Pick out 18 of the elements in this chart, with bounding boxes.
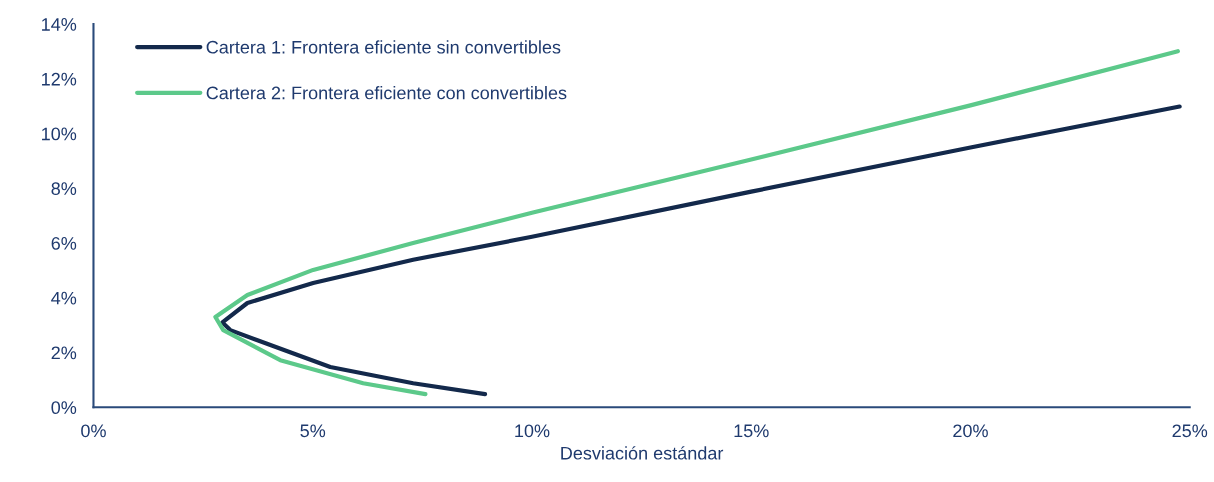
x-tick-label: 0%: [81, 424, 106, 438]
y-tick-label: 4%: [51, 291, 77, 305]
legend-label: Cartera 1: Frontera eficiente sin convertibles: [206, 40, 561, 54]
y-tick-label: 2%: [51, 346, 77, 360]
line-series: [220, 104, 1182, 397]
x-tick-label: 20%: [953, 424, 988, 438]
y-tick-label: 10%: [42, 127, 77, 141]
x-axis-title: Desviación estándar: [561, 446, 724, 460]
y-tick-label: 8%: [51, 182, 77, 196]
y-tick-label: 14%: [42, 18, 77, 31]
x-tick-label: 10%: [515, 424, 550, 438]
y-tick-label: 12%: [42, 72, 77, 86]
y-tick-label: 6%: [51, 237, 77, 250]
y-tick-label: 0%: [51, 401, 77, 415]
x-tick-label: 25%: [1172, 424, 1208, 438]
x-tick-label: 15%: [734, 424, 769, 438]
x-tick-label: 5%: [300, 424, 326, 438]
legend-label: Cartera 2: Frontera eficiente con convertibles: [206, 86, 567, 100]
